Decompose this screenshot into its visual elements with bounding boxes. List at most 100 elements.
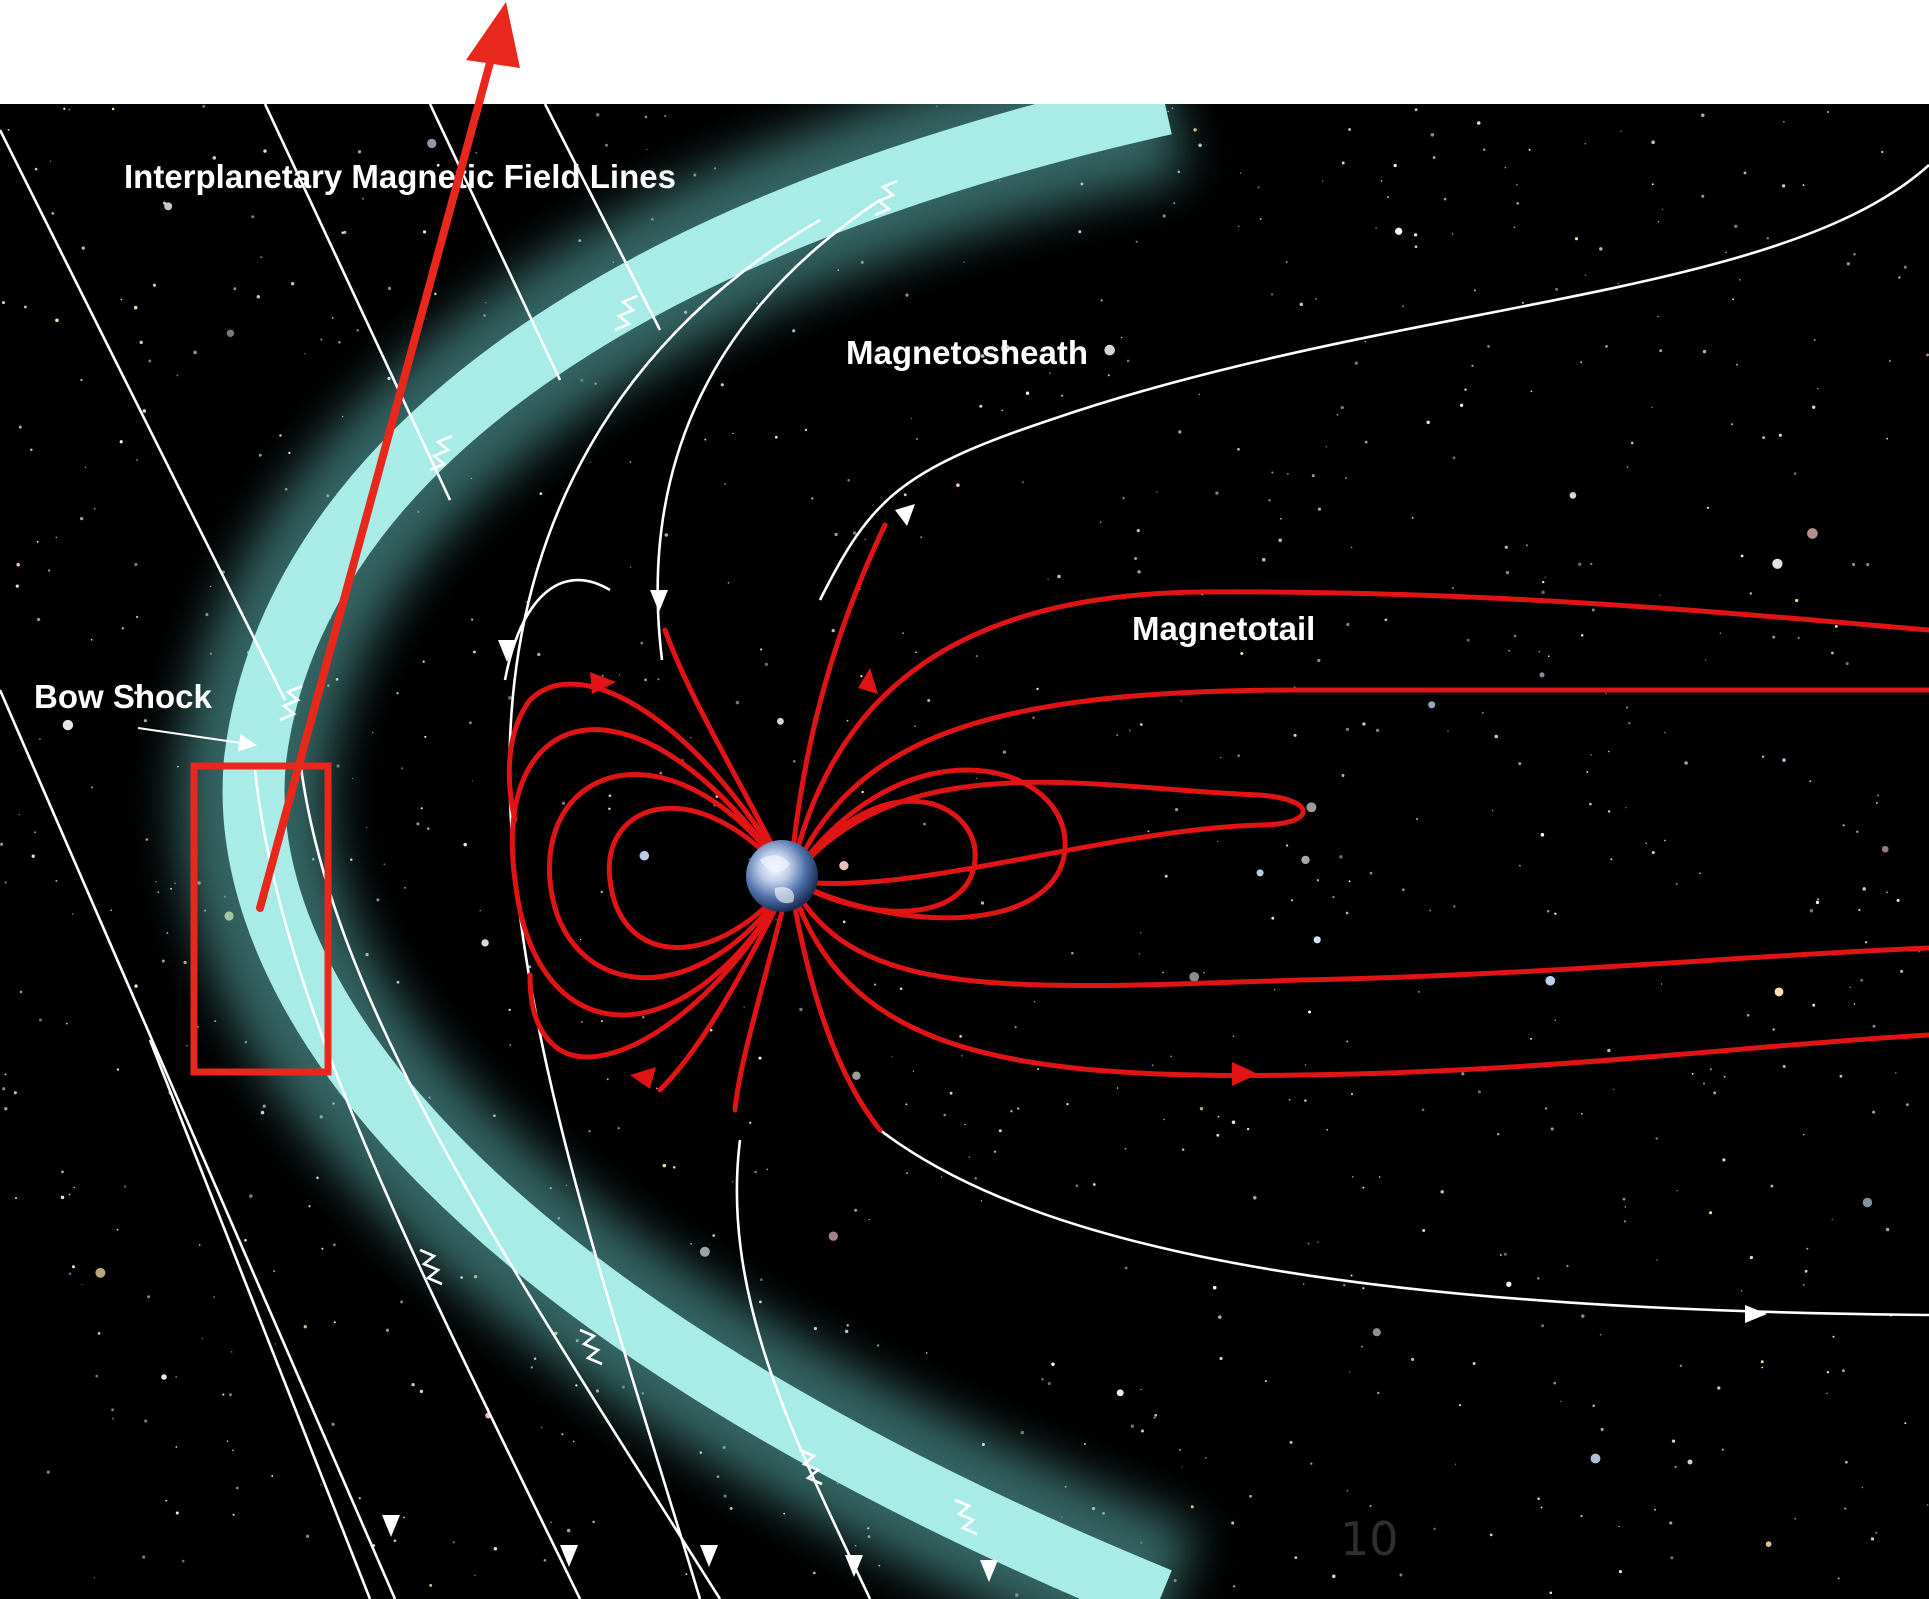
star [1560, 1400, 1562, 1403]
star [852, 1071, 861, 1080]
star [1553, 1381, 1557, 1385]
star [1872, 1110, 1876, 1114]
star [1496, 1132, 1500, 1136]
star [1313, 936, 1321, 944]
star [1521, 301, 1524, 304]
label-magnetosheath: Magnetosheath [846, 334, 1088, 371]
star [1608, 750, 1610, 753]
star [47, 569, 51, 572]
star [452, 1541, 455, 1544]
star [1315, 298, 1317, 300]
star [1205, 1457, 1207, 1459]
star [1508, 649, 1510, 652]
star [1659, 349, 1663, 353]
star [846, 719, 849, 722]
star [1411, 1357, 1415, 1361]
star [1625, 807, 1627, 809]
star [473, 650, 476, 654]
star [1781, 184, 1786, 188]
star [1418, 991, 1420, 993]
star [1903, 265, 1907, 269]
star [854, 1208, 858, 1212]
imf-zigzag [614, 294, 638, 332]
star [1778, 433, 1782, 437]
magnetosphere-arrowheads [590, 668, 1258, 1089]
star [589, 461, 591, 464]
star [1288, 1098, 1291, 1101]
star [212, 1295, 215, 1298]
star [419, 1389, 424, 1394]
imf-line [656, 198, 881, 661]
star [1346, 1040, 1349, 1043]
star [1466, 638, 1470, 642]
star [775, 435, 778, 439]
star [145, 838, 149, 841]
star [1544, 1107, 1548, 1110]
star [1339, 855, 1343, 859]
star [198, 1244, 201, 1246]
polar-line [787, 877, 883, 1133]
star [659, 771, 663, 775]
star [1078, 230, 1082, 234]
star [1440, 1190, 1444, 1194]
star [232, 1449, 234, 1452]
star [1599, 1333, 1602, 1336]
star [333, 1243, 336, 1247]
star [1399, 1573, 1403, 1577]
star [1325, 446, 1327, 448]
star [1904, 1422, 1907, 1425]
star [1189, 971, 1200, 982]
star [1472, 1362, 1476, 1365]
star [508, 1008, 511, 1012]
star [664, 533, 669, 537]
star [1362, 1287, 1365, 1290]
star [288, 451, 291, 455]
star [4, 1107, 8, 1111]
star [1817, 898, 1820, 901]
star [471, 780, 474, 782]
star [1051, 1362, 1055, 1366]
star [655, 1087, 658, 1090]
star [600, 890, 603, 894]
star [811, 497, 814, 500]
star [135, 615, 139, 619]
star [183, 960, 187, 965]
star [964, 1123, 966, 1126]
star [1815, 900, 1820, 905]
star [1491, 809, 1494, 812]
star [1550, 1127, 1554, 1131]
star [1116, 1389, 1124, 1397]
star [1655, 1137, 1658, 1140]
arrowhead [1232, 1062, 1258, 1086]
star [1240, 652, 1244, 655]
star [1251, 632, 1256, 636]
star [605, 143, 608, 147]
star [1308, 1010, 1311, 1014]
star [165, 1499, 168, 1502]
star [232, 1513, 235, 1516]
star [1393, 163, 1397, 168]
star [732, 432, 734, 435]
star [1536, 1277, 1540, 1280]
star [1163, 1118, 1165, 1121]
star [1432, 156, 1436, 159]
star [1651, 183, 1654, 186]
star [759, 1300, 762, 1304]
star [62, 719, 74, 731]
star [743, 1006, 745, 1008]
star [1430, 133, 1435, 137]
star [1554, 912, 1557, 915]
star [1674, 1465, 1677, 1468]
star [65, 1022, 68, 1025]
star [81, 246, 85, 250]
star [321, 1247, 324, 1250]
star [629, 461, 632, 463]
star [1246, 1127, 1250, 1131]
star [1290, 899, 1294, 902]
star [1317, 1241, 1319, 1243]
star [672, 1165, 676, 1169]
star [1555, 287, 1559, 291]
star [1332, 895, 1335, 899]
star [4, 1073, 7, 1076]
star [212, 156, 217, 160]
